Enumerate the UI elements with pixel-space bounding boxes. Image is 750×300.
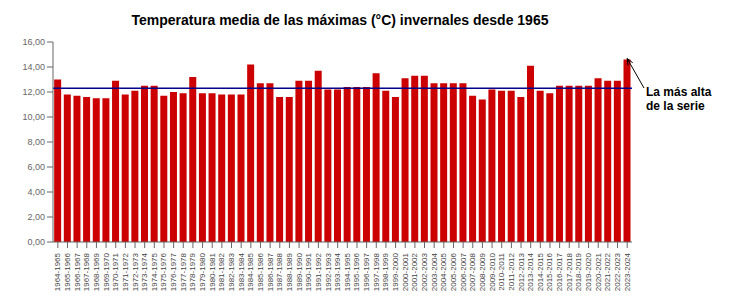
svg-text:1990-1991: 1990-1991: [304, 252, 313, 291]
svg-text:1978-1979: 1978-1979: [188, 252, 197, 291]
svg-text:1994-1995: 1994-1995: [343, 252, 352, 291]
svg-text:2013-2014: 2013-2014: [526, 252, 535, 291]
svg-text:1981-1982: 1981-1982: [217, 252, 226, 291]
svg-text:2021-2022: 2021-2022: [603, 252, 612, 291]
svg-text:2007-2008: 2007-2008: [468, 252, 477, 291]
html-text:Temperatura media de las máxim: Temperatura media de las máximas (°C) in…: [131, 12, 549, 28]
svg-text:1989-1990: 1989-1990: [295, 252, 304, 291]
svg-text:2003-2004: 2003-2004: [430, 252, 439, 291]
svg-text:1968-1969: 1968-1969: [92, 252, 101, 291]
svg-text:10,00: 10,00: [22, 112, 45, 122]
svg-text:1975-1976: 1975-1976: [159, 252, 168, 291]
svg-text:1998-1999: 1998-1999: [381, 252, 390, 291]
svg-text:1964-1965: 1964-1965: [53, 252, 62, 291]
svg-text:2011-2012: 2011-2012: [507, 252, 516, 290]
svg-text:1977-1978: 1977-1978: [179, 252, 188, 291]
svg-text:1988-1989: 1988-1989: [285, 252, 294, 291]
svg-text:1999-2000: 1999-2000: [391, 252, 400, 291]
svg-text:4,00: 4,00: [27, 187, 45, 197]
svg-text:2009-2010: 2009-2010: [488, 252, 497, 291]
svg-text:2012-2013: 2012-2013: [517, 252, 526, 291]
svg-text:1997-1998: 1997-1998: [372, 252, 381, 291]
svg-text:1974-1975: 1974-1975: [150, 252, 159, 291]
svg-text:1966-1967: 1966-1967: [73, 252, 82, 291]
svg-text:1991-1992: 1991-1992: [314, 252, 323, 291]
svg-text:2017-2018: 2017-2018: [565, 252, 574, 291]
svg-text:8,00: 8,00: [27, 137, 45, 147]
svg-text:2008-2009: 2008-2009: [478, 252, 487, 291]
svg-text:14,00: 14,00: [22, 62, 45, 72]
svg-text:La más altade la serie: La más altade la serie: [646, 85, 712, 113]
svg-text:2005-2006: 2005-2006: [449, 252, 458, 291]
svg-text:1992-1993: 1992-1993: [324, 252, 333, 291]
svg-text:2023-2024: 2023-2024: [623, 252, 632, 291]
svg-text:1983-1984: 1983-1984: [237, 252, 246, 291]
svg-text:2004-2005: 2004-2005: [439, 252, 448, 291]
svg-text:1980-1981: 1980-1981: [208, 252, 217, 291]
svg-text:6,00: 6,00: [27, 162, 45, 172]
svg-text:1976-1977: 1976-1977: [169, 252, 178, 291]
svg-text:1971-1972: 1971-1972: [121, 252, 130, 291]
svg-text:2002-2003: 2002-2003: [420, 252, 429, 291]
svg-text:1969-1970: 1969-1970: [102, 252, 111, 291]
svg-text:16,00: 16,00: [22, 37, 45, 47]
svg-text:1987-1988: 1987-1988: [275, 252, 284, 291]
svg-text:2014-2015: 2014-2015: [536, 252, 545, 291]
svg-text:2006-2007: 2006-2007: [459, 252, 468, 291]
svg-text:2020-2021: 2020-2021: [594, 252, 603, 291]
svg-text:2022-2023: 2022-2023: [613, 252, 622, 291]
svg-text:1970-1971: 1970-1971: [111, 252, 120, 291]
svg-text:1965-1966: 1965-1966: [63, 252, 72, 291]
svg-text:2016-2017: 2016-2017: [555, 252, 564, 291]
svg-text:2015-2016: 2015-2016: [545, 252, 554, 291]
svg-text:1996-1997: 1996-1997: [362, 252, 371, 291]
svg-text:1984-1985: 1984-1985: [246, 252, 255, 291]
svg-text:1967-1968: 1967-1968: [82, 252, 91, 291]
svg-text:2,00: 2,00: [27, 212, 45, 222]
svg-text:1993-1994: 1993-1994: [333, 252, 342, 291]
svg-text:2001-2002: 2001-2002: [410, 252, 419, 291]
svg-text:2018-2019: 2018-2019: [574, 252, 583, 291]
svg-text:2000-2001: 2000-2001: [401, 252, 410, 291]
svg-text:1986-1987: 1986-1987: [266, 252, 275, 291]
svg-text:12,00: 12,00: [22, 87, 45, 97]
svg-text:2019-2020: 2019-2020: [584, 252, 593, 291]
svg-text:1985-1986: 1985-1986: [256, 252, 265, 291]
svg-text:1972-1973: 1972-1973: [131, 252, 140, 291]
svg-text:0,00: 0,00: [27, 237, 45, 247]
svg-text:1973-1974: 1973-1974: [140, 252, 149, 291]
svg-text:1979-1980: 1979-1980: [198, 252, 207, 291]
svg-text:1982-1983: 1982-1983: [227, 252, 236, 291]
svg-text:1995-1996: 1995-1996: [352, 252, 361, 291]
svg-text:2010-2011: 2010-2011: [497, 252, 506, 290]
